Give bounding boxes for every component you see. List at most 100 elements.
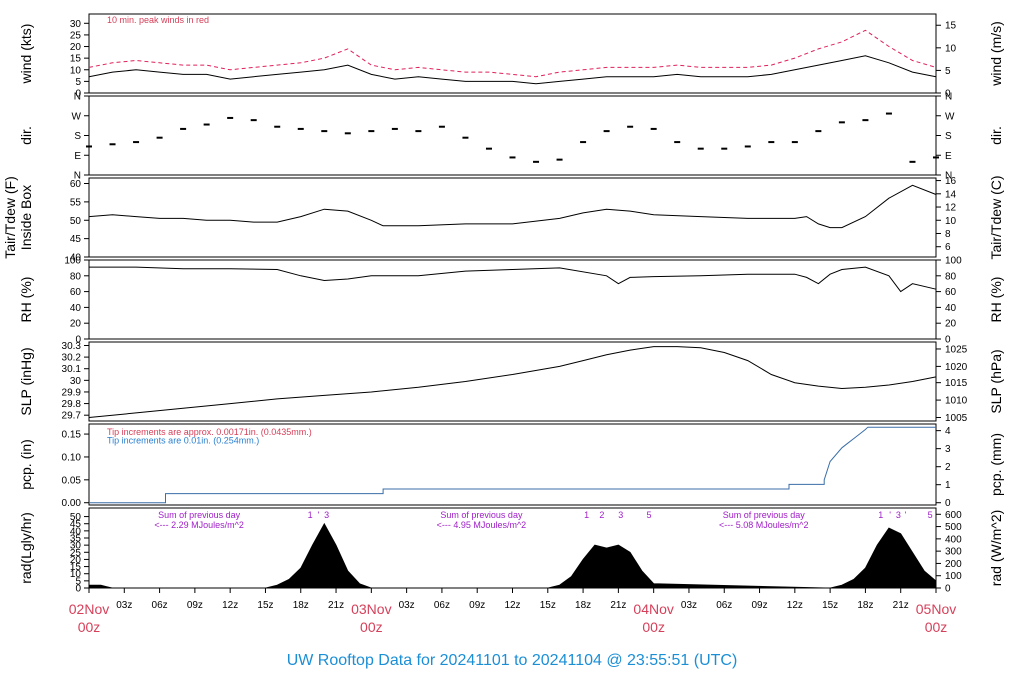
hour-tick-label: 09z bbox=[187, 600, 203, 611]
ylabel-right: dir. bbox=[988, 126, 1004, 145]
right-tick-label: N bbox=[945, 92, 952, 103]
solar-hour-mark: 1 bbox=[584, 510, 589, 520]
left-tick-label: 30.3 bbox=[62, 341, 82, 352]
dir-point bbox=[721, 147, 728, 150]
solar-hour-mark: 3 bbox=[324, 510, 329, 520]
ylabel-left: wind (kts) bbox=[18, 24, 34, 85]
right-tick-label: 2 bbox=[945, 462, 951, 473]
right-tick-label: 20 bbox=[945, 319, 957, 330]
left-tick-label: N bbox=[74, 92, 81, 103]
right-tick-label: 0 bbox=[945, 498, 951, 509]
ylabel-right: SLP (hPa) bbox=[988, 349, 1004, 413]
tair-line bbox=[88, 184, 937, 229]
panel-rad: 051015202530354045500100200300400500600r… bbox=[18, 507, 1004, 595]
hour-tick-label: 03z bbox=[399, 600, 415, 611]
left-tick-label: 50 bbox=[70, 216, 82, 227]
right-tick-label: 400 bbox=[945, 534, 962, 545]
daily-sum-title: Sum of previous day bbox=[158, 510, 241, 520]
left-tick-label: 35 bbox=[70, 534, 82, 545]
right-tick-label: 1020 bbox=[945, 362, 968, 373]
right-tick-label: N bbox=[945, 171, 952, 182]
hour-tick-label: 21z bbox=[328, 600, 344, 611]
left-tick-label: 0.05 bbox=[62, 475, 82, 486]
dir-point bbox=[133, 141, 140, 144]
dir-point bbox=[344, 132, 351, 135]
dir-point bbox=[462, 136, 469, 139]
right-tick-label: 3 bbox=[945, 444, 951, 455]
dir-point bbox=[368, 130, 375, 133]
hour-tick-label: 18z bbox=[293, 600, 309, 611]
rh-line bbox=[89, 266, 937, 293]
hour-tick-label: 12z bbox=[222, 600, 238, 611]
left-tick-label: 80 bbox=[70, 271, 82, 282]
date-label-hour: 00z bbox=[925, 619, 948, 635]
hour-tick-label: 06z bbox=[716, 600, 732, 611]
right-tick-label: 0 bbox=[945, 584, 951, 595]
right-tick-label: 100 bbox=[945, 571, 962, 582]
dir-point bbox=[321, 130, 328, 133]
solar-hour-mark: 2 bbox=[599, 510, 604, 520]
ylabel-left: dir. bbox=[18, 126, 34, 145]
left-tick-label: 10 bbox=[70, 65, 82, 76]
hour-tick-label: 18z bbox=[575, 600, 591, 611]
daily-sum-value: <--- 5.08 MJoules/m^2 bbox=[719, 520, 809, 530]
ylabel-left: RH (%) bbox=[18, 277, 34, 323]
solar-hour-mark: 3 bbox=[618, 510, 623, 520]
dir-point bbox=[250, 119, 257, 122]
ylabel-left: rad(Lgly/hr) bbox=[18, 512, 34, 584]
right-tick-label: 80 bbox=[945, 271, 957, 282]
dir-point bbox=[580, 141, 587, 144]
hour-tick-label: 15z bbox=[540, 600, 556, 611]
dir-point bbox=[391, 127, 398, 130]
right-tick-label: 40 bbox=[945, 303, 957, 314]
dir-point bbox=[533, 160, 540, 163]
date-label: 03Nov bbox=[351, 601, 391, 617]
left-tick-label: 25 bbox=[70, 30, 82, 41]
dir-point bbox=[556, 158, 563, 161]
right-tick-label: 100 bbox=[945, 256, 962, 267]
left-tick-label: N bbox=[74, 171, 81, 182]
right-tick-label: 16 bbox=[945, 176, 957, 187]
panel-frame bbox=[88, 341, 937, 422]
hour-tick-label: 09z bbox=[751, 600, 767, 611]
dir-point bbox=[603, 130, 610, 133]
left-tick-label: 29.9 bbox=[62, 387, 82, 398]
dir-point bbox=[156, 136, 163, 139]
right-tick-label: 300 bbox=[945, 547, 962, 558]
right-tick-label: 500 bbox=[945, 522, 962, 533]
right-tick-label: 15 bbox=[945, 21, 957, 32]
right-tick-label: 0 bbox=[945, 335, 951, 346]
left-tick-label: 30 bbox=[70, 541, 82, 552]
hour-tick-label: 06z bbox=[434, 600, 450, 611]
dir-point bbox=[768, 141, 775, 144]
dir-point bbox=[674, 141, 681, 144]
panel-frame bbox=[88, 259, 937, 340]
daily-sum-value: <--- 2.29 MJoules/m^2 bbox=[154, 520, 244, 530]
left-tick-label: 0 bbox=[75, 89, 81, 100]
dir-point bbox=[650, 127, 657, 130]
solar-hour-mark: 5 bbox=[646, 510, 651, 520]
left-tick-label: 0 bbox=[75, 584, 81, 595]
solar-hour-mark: ' bbox=[318, 510, 320, 520]
slp-line bbox=[88, 346, 937, 418]
hour-tick-label: 12z bbox=[504, 600, 520, 611]
left-tick-label: 40 bbox=[70, 526, 82, 537]
dir-point bbox=[885, 112, 892, 115]
pcp-note: Tip increments are approx. 0.00171in. (0… bbox=[107, 427, 312, 437]
radiation-area bbox=[88, 522, 937, 589]
left-tick-label: 25 bbox=[70, 548, 82, 559]
left-tick-label: 20 bbox=[70, 555, 82, 566]
daily-sum-value: <--- 4.95 MJoules/m^2 bbox=[437, 520, 527, 530]
dir-point bbox=[627, 125, 634, 128]
left-tick-label: 15 bbox=[70, 562, 82, 573]
dir-point bbox=[909, 160, 916, 163]
right-tick-label: 10 bbox=[945, 216, 957, 227]
right-tick-label: 14 bbox=[945, 189, 957, 200]
panel-frame bbox=[88, 13, 937, 94]
date-label-hour: 00z bbox=[360, 619, 383, 635]
solar-hour-mark: ' bbox=[889, 510, 891, 520]
dir-point bbox=[697, 147, 704, 150]
dir-point bbox=[86, 145, 92, 148]
